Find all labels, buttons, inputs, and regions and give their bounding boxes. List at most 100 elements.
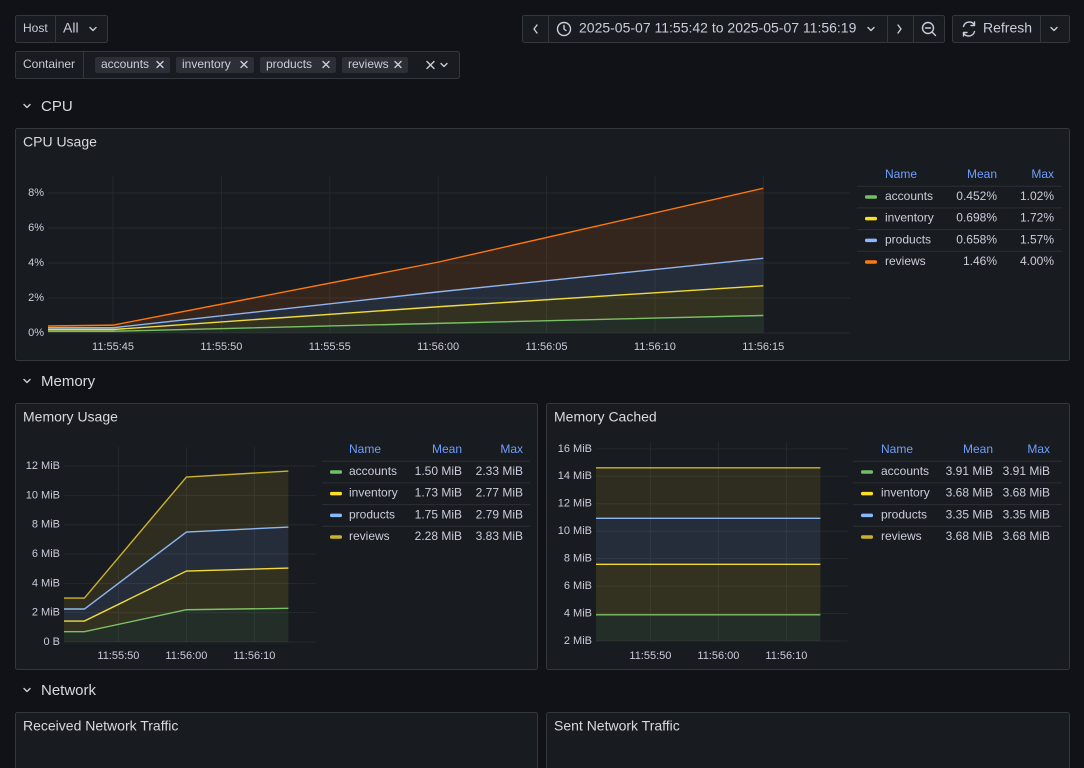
time-range[interactable]: 2025-05-07 11:55:42 to 2025-05-07 11:56:…: [579, 20, 857, 36]
host-value[interactable]: All: [63, 20, 79, 36]
refresh-picker[interactable]: Refresh: [952, 15, 1070, 43]
row-title[interactable]: Network: [41, 682, 97, 699]
legend-name[interactable]: reviews: [349, 529, 390, 543]
refresh-icon: [962, 21, 976, 37]
legend-mean: 3.91 MiB: [946, 464, 993, 478]
time-picker[interactable]: 2025-05-07 11:55:42 to 2025-05-07 11:56:…: [522, 15, 945, 43]
legend-name[interactable]: reviews: [881, 529, 922, 543]
container-label: Container: [23, 57, 75, 71]
refresh-button[interactable]: Refresh: [983, 20, 1032, 36]
legend-header: Mean: [963, 442, 993, 456]
refresh-interval-chevron[interactable]: [1050, 26, 1058, 32]
series-line: [48, 285, 764, 331]
legend-header: Mean: [432, 442, 462, 456]
legend-name[interactable]: inventory: [349, 486, 398, 500]
legend-swatch: [330, 470, 342, 474]
y-tick-label: 2 MiB: [564, 635, 592, 647]
legend-swatch: [861, 491, 873, 496]
legend-name[interactable]: inventory: [881, 486, 930, 500]
y-tick-label: 4 MiB: [564, 607, 592, 619]
series-line: [47, 187, 764, 327]
row-chevron[interactable]: [23, 378, 31, 384]
legend-mean: 1.75 MiB: [415, 507, 462, 521]
legend-name[interactable]: reviews: [885, 254, 926, 268]
x-tick-label: 11:56:10: [765, 650, 807, 662]
y-tick-label: 4%: [28, 257, 44, 269]
legend-mean: 0.658%: [956, 232, 997, 246]
legend-swatch: [861, 470, 873, 474]
clock-icon: [556, 21, 572, 37]
chip-remove[interactable]: [394, 60, 402, 69]
legend-name[interactable]: products: [881, 507, 927, 521]
series-line: [64, 607, 289, 633]
legend-name[interactable]: accounts: [349, 464, 397, 478]
legend-name[interactable]: accounts: [881, 464, 929, 478]
chip-remove[interactable]: [240, 60, 248, 69]
series-line: [64, 470, 289, 599]
chevron-icon[interactable]: [440, 62, 448, 68]
chip[interactable]: [342, 57, 408, 73]
chip[interactable]: [260, 57, 336, 73]
panel: [15, 128, 1070, 361]
y-tick-label: 8 MiB: [32, 519, 60, 531]
x-tick-label: 11:56:00: [697, 650, 739, 662]
legend-name[interactable]: accounts: [885, 189, 933, 203]
legend-header: Max: [1031, 167, 1054, 181]
legend-max: 1.72%: [1020, 211, 1054, 225]
y-tick-label: 0%: [28, 327, 44, 339]
chip-label: reviews: [348, 57, 389, 71]
host-variable[interactable]: Host All: [15, 15, 108, 43]
x-tick-label: 11:56:10: [634, 341, 676, 353]
chip-remove[interactable]: [156, 60, 164, 69]
zoom-icon: [924, 27, 937, 37]
chip-label: inventory: [182, 57, 231, 71]
y-tick-label: 0 B: [43, 636, 60, 648]
y-tick-label: 10 MiB: [558, 525, 592, 537]
legend-max: 1.57%: [1020, 232, 1054, 246]
series-line: [64, 567, 289, 622]
legend-max: 3.91 MiB: [1003, 464, 1050, 478]
legend-swatch: [865, 216, 877, 221]
row-title[interactable]: Memory: [41, 373, 96, 390]
container-variable[interactable]: Container accounts inventory products revie…: [15, 51, 460, 79]
chip-remove[interactable]: [322, 60, 330, 69]
y-tick-label: 14 MiB: [558, 470, 592, 482]
legend-name[interactable]: inventory: [885, 211, 934, 225]
row-chevron[interactable]: [23, 103, 31, 109]
y-tick-label: 12 MiB: [558, 498, 592, 510]
row-title[interactable]: CPU: [41, 98, 73, 115]
x-tick-label: 11:55:50: [629, 650, 671, 662]
clear-icon[interactable]: [426, 60, 435, 70]
legend-max: 4.00%: [1020, 254, 1054, 268]
x-tick-label: 11:55:50: [200, 341, 242, 353]
area-fill: [596, 614, 821, 641]
legend-name[interactable]: products: [349, 507, 395, 521]
zoom-out-button[interactable]: [921, 21, 935, 35]
x-tick-label: 11:55:50: [97, 650, 139, 662]
legend-header: Name: [349, 442, 381, 456]
y-tick-label: 2 MiB: [32, 607, 60, 619]
y-tick-label: 10 MiB: [26, 489, 60, 501]
panel: [15, 403, 538, 670]
legend-name[interactable]: products: [885, 232, 931, 246]
y-tick-label: 8 MiB: [564, 553, 592, 565]
area-fill: [64, 527, 289, 622]
chip[interactable]: [176, 57, 254, 73]
next-button[interactable]: [897, 24, 902, 34]
row-chevron[interactable]: [23, 687, 31, 693]
legend-max: 2.79 MiB: [476, 507, 523, 521]
area-fill: [48, 188, 764, 328]
host-box: [15, 15, 108, 43]
legend-max: 2.33 MiB: [476, 464, 523, 478]
chevron-icon: [89, 26, 97, 32]
panel-title: Received Network Traffic: [23, 718, 178, 734]
legend-mean: 1.50 MiB: [415, 464, 462, 478]
x-tick-label: 11:56:15: [742, 341, 784, 353]
area-fill: [64, 568, 289, 632]
prev-button[interactable]: [533, 24, 538, 34]
chip[interactable]: [95, 57, 170, 73]
area-fill: [48, 285, 764, 332]
x-tick-label: 11:55:55: [309, 341, 351, 353]
legend-header: Mean: [967, 167, 997, 181]
